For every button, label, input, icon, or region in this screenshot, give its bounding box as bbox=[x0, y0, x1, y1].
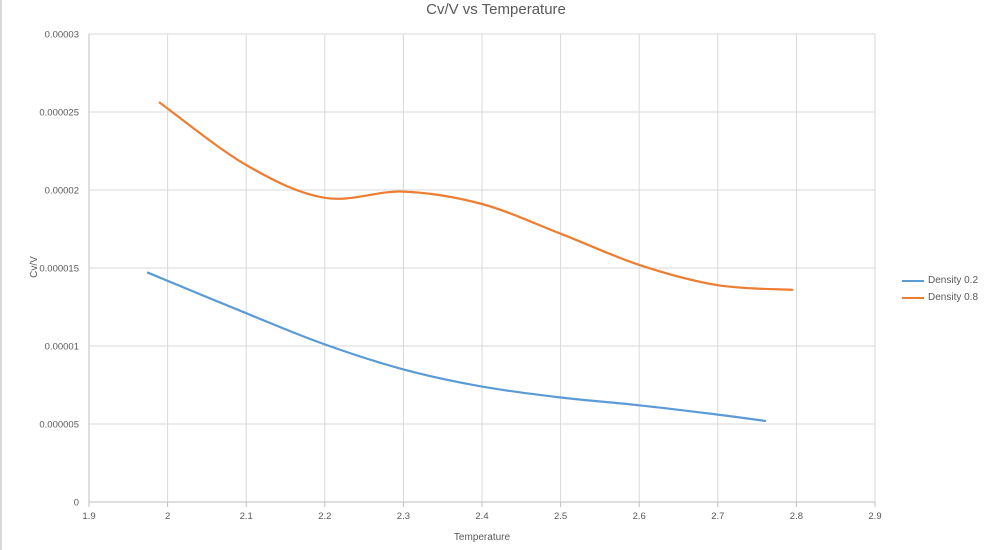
x-tick-label: 2 bbox=[165, 511, 170, 522]
y-tick-label: 0.000005 bbox=[39, 420, 79, 431]
legend-swatch-density-0-2 bbox=[902, 279, 924, 282]
y-tick-label: 0.00003 bbox=[45, 30, 79, 41]
legend-item-density-0-2: Density 0.2 bbox=[902, 272, 978, 289]
legend-label-density-0-2: Density 0.2 bbox=[928, 275, 979, 286]
y-tick-label: 0.000025 bbox=[39, 108, 79, 119]
x-tick-label: 1.9 bbox=[82, 511, 95, 522]
window-edge bbox=[0, 0, 2, 550]
series-line-density-0-2 bbox=[146, 271, 767, 422]
legend-item-density-0-8: Density 0.8 bbox=[902, 289, 978, 306]
tick-labels: 0 0.000005 0.00001 0.000015 0.00002 0.000025 0… bbox=[39, 30, 881, 523]
x-tick-label: 2.8 bbox=[790, 511, 803, 522]
chart-title: Cv/V vs Temperature bbox=[426, 1, 566, 18]
axis-lines bbox=[88, 34, 876, 507]
x-tick-label: 2.6 bbox=[633, 511, 646, 522]
legend-swatch-density-0-8 bbox=[902, 296, 924, 299]
x-tick-label: 2.9 bbox=[868, 511, 881, 522]
series-group bbox=[146, 101, 794, 422]
x-tick-label: 2.2 bbox=[318, 511, 331, 522]
x-tick-label: 2.3 bbox=[397, 511, 410, 522]
legend: Density 0.2 Density 0.8 bbox=[902, 272, 978, 306]
y-axis-title: Cv/V bbox=[29, 256, 40, 278]
series-line-density-0-8 bbox=[158, 101, 794, 291]
legend-label-density-0-8: Density 0.8 bbox=[928, 292, 979, 303]
x-axis-title: Temperature bbox=[454, 532, 511, 543]
x-tick-label: 2.7 bbox=[711, 511, 724, 522]
gridlines bbox=[89, 33, 876, 502]
y-tick-label: 0.00001 bbox=[45, 342, 79, 353]
y-tick-label: 0.000015 bbox=[39, 264, 79, 275]
y-tick-label: 0.00002 bbox=[45, 186, 79, 197]
x-tick-label: 2.4 bbox=[475, 511, 488, 522]
x-tick-label: 2.5 bbox=[554, 511, 567, 522]
y-tick-label: 0 bbox=[74, 498, 79, 509]
x-tick-label: 2.1 bbox=[240, 511, 253, 522]
